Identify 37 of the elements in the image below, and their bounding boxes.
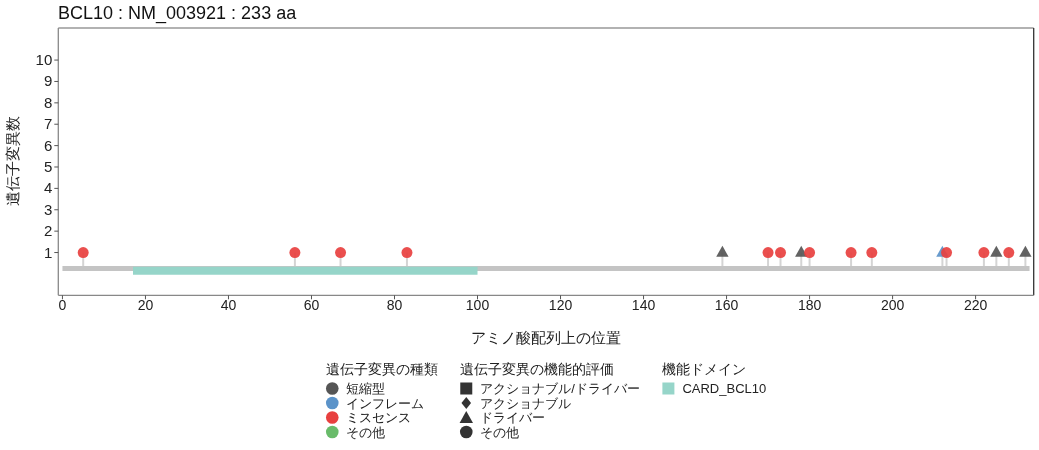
text: 遺伝子変異の種類 <box>325 361 438 377</box>
x-tick-label: 100 <box>465 297 490 313</box>
legend-label: ミスセンス <box>346 410 412 426</box>
legend-label: アクショナブル/ドライバー <box>480 381 640 397</box>
text: 機能ドメイン <box>661 361 746 377</box>
legend-label: その他 <box>480 424 520 440</box>
y-tick-label: 7 <box>43 115 53 133</box>
x-tick-label: 140 <box>631 297 656 313</box>
x-tick-label: 180 <box>797 297 822 313</box>
x-tick-label: 80 <box>386 297 403 313</box>
x-tick-label: 200 <box>880 297 905 313</box>
y-tick-label: 9 <box>43 72 53 90</box>
y-tick-label: 10 <box>35 51 53 69</box>
x-tick-label: 40 <box>220 297 237 313</box>
legend-label: CARD_BCL10 <box>682 381 767 397</box>
legend-label: 短縮型 <box>346 381 386 397</box>
text: 遺伝子変異の機能的評価 <box>459 361 614 377</box>
y-tick-label: 8 <box>43 93 53 111</box>
legend-label: インフレーム <box>346 395 425 411</box>
x-tick-label: 20 <box>137 297 154 313</box>
y-tick-label: 1 <box>43 243 53 261</box>
y-tick-label: 5 <box>43 158 53 175</box>
chart-title: BCL10 : NM_003921 : 233 aa <box>58 3 298 24</box>
y-tick-label: 4 <box>43 179 53 197</box>
y-tick-label: 6 <box>43 136 53 154</box>
y-tick-label: 2 <box>43 222 53 240</box>
x-tick-label: 60 <box>303 297 320 313</box>
legend-label: その他 <box>346 424 386 440</box>
y-axis-title: 遺伝子変異数 <box>4 115 21 206</box>
x-axis-title: アミノ酸配列上の位置 <box>471 329 621 346</box>
x-tick-label: 120 <box>548 297 573 313</box>
x-tick-label: 160 <box>714 297 739 313</box>
x-tick-label: 220 <box>963 297 988 313</box>
y-tick-label: 3 <box>43 200 53 218</box>
legend-label: ドライバー <box>480 410 546 426</box>
x-tick-label: 0 <box>58 297 67 313</box>
legend-label: アクショナブル <box>480 395 572 411</box>
